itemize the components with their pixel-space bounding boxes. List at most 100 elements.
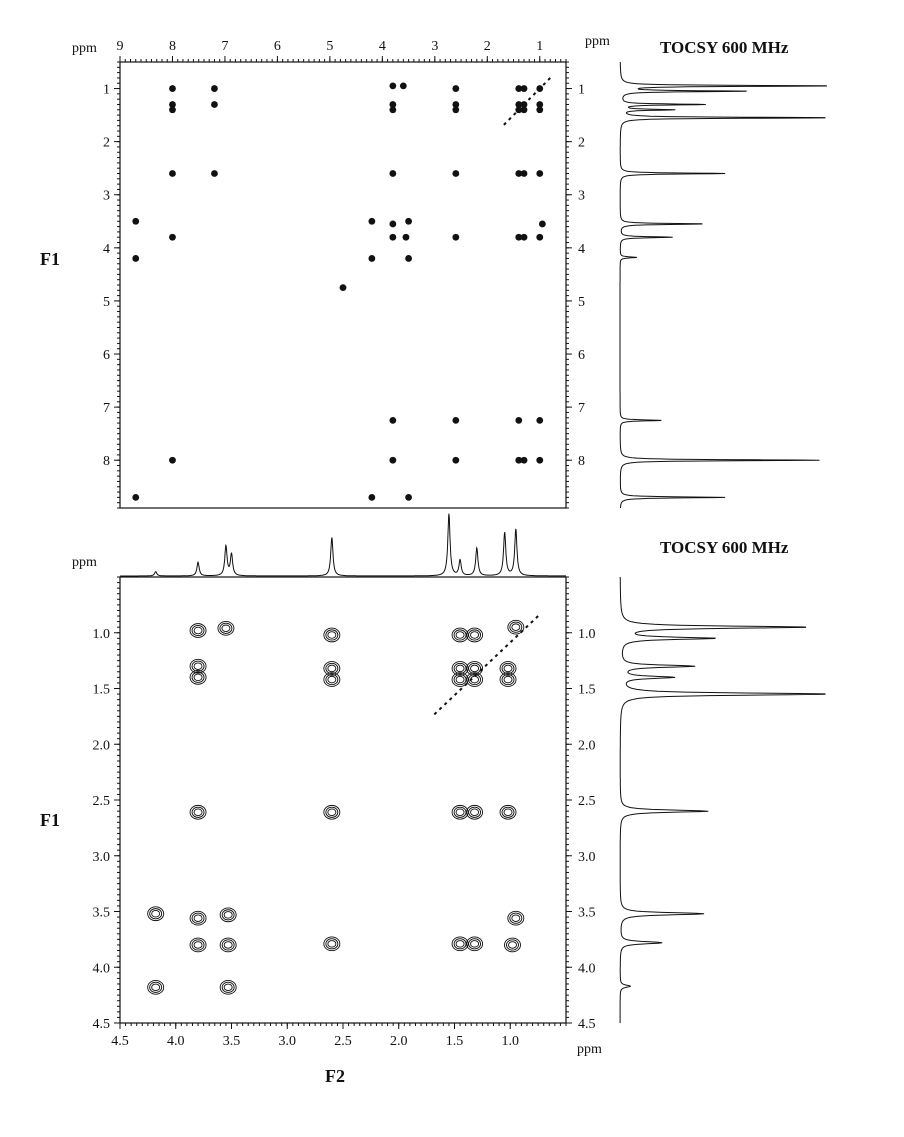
cross-peak (503, 675, 513, 684)
cross-peak (536, 233, 544, 241)
y-tick-label-left: 2 (103, 136, 110, 151)
x-tick-label: 2 (484, 39, 491, 54)
bottom-title: TOCSY 600 MHz (660, 538, 789, 557)
cross-peak (132, 493, 140, 501)
x-tick-label: 8 (169, 39, 176, 54)
bottom-cross-peaks (147, 615, 539, 995)
x-tick-label: 2.0 (390, 1034, 408, 1049)
top-cross-peaks (132, 77, 551, 501)
bottom-f2-projection (120, 513, 566, 577)
cross-peak (325, 806, 339, 818)
cross-peak (389, 101, 397, 108)
x-tick-label: 3.5 (223, 1034, 241, 1049)
cross-peak (189, 804, 207, 820)
x-tick-label: 6 (274, 39, 281, 54)
cross-peak (468, 806, 482, 818)
cross-peak (325, 674, 339, 686)
cross-peak (132, 255, 140, 262)
cross-peak (221, 939, 235, 951)
x-tick-label: 3 (431, 39, 438, 54)
x-tick-label: 4.5 (111, 1034, 129, 1049)
cross-peak (520, 101, 528, 108)
bottom-y-ticks: 1.0 1.0 1.5 1.5 2.0 2.0 2.5 2.5 3.0 3.0 3.5 3.5 4.0 4… (93, 576, 596, 1032)
cross-peak (189, 937, 207, 953)
y-tick-label-right: 3 (578, 189, 585, 204)
cross-peak (468, 662, 482, 674)
cross-peak (389, 170, 397, 177)
cross-peak (151, 983, 161, 992)
cross-peak (323, 936, 341, 952)
cross-peak (327, 808, 337, 817)
cross-peak (515, 233, 523, 241)
y-tick-label-right: 3.0 (578, 850, 596, 865)
bottom-x-unit-label: ppm (577, 1042, 602, 1057)
cross-peak (453, 674, 467, 686)
cross-peak (508, 941, 517, 949)
cross-peak (323, 627, 341, 643)
y-tick-label-right: 2 (578, 136, 585, 151)
cross-peak (325, 629, 339, 641)
cross-peak (389, 233, 397, 241)
cross-peak (193, 808, 203, 817)
cross-peak (327, 675, 337, 684)
cross-peak (325, 938, 339, 950)
cross-peak (503, 664, 513, 673)
cross-peak (189, 910, 207, 926)
cross-peak (169, 85, 176, 92)
cross-peak (466, 627, 484, 643)
cross-peak (520, 456, 528, 464)
cross-peak (455, 808, 465, 817)
cross-peak (455, 675, 465, 684)
cross-peak (399, 82, 407, 90)
diagonal-trace (431, 615, 539, 718)
cross-peak (499, 672, 517, 687)
diagonal-trace (502, 77, 551, 127)
cross-peak (221, 624, 231, 633)
cross-peak (189, 658, 207, 674)
cross-peak (466, 672, 484, 687)
cross-peak (219, 979, 237, 995)
cross-peak (405, 255, 412, 262)
cross-peak (452, 170, 460, 177)
cross-peak (455, 631, 465, 639)
cross-peak (515, 106, 523, 114)
y-tick-label-left: 4.0 (93, 961, 111, 976)
cross-peak (191, 660, 205, 672)
cross-peak (468, 674, 482, 686)
y-tick-label-left: 1 (103, 83, 110, 98)
x-tick-label: 1.0 (502, 1034, 520, 1049)
cross-peak (466, 936, 484, 952)
cross-peak (219, 907, 237, 923)
cross-peak (452, 233, 460, 241)
cross-peak (191, 912, 205, 924)
cross-peak (193, 662, 203, 670)
cross-peak (389, 106, 397, 114)
cross-peak (455, 664, 465, 673)
cross-peak (149, 908, 163, 920)
top-x-unit-label: ppm (72, 41, 97, 56)
cross-peak (536, 85, 544, 92)
cross-peak (453, 806, 467, 818)
y-tick-label-left: 8 (103, 454, 110, 469)
x-tick-label: 9 (117, 39, 124, 54)
cross-peak (452, 85, 460, 92)
bottom-plot-frame (119, 576, 567, 1024)
cross-peak (189, 623, 207, 638)
y-tick-label-left: 7 (103, 401, 110, 416)
cross-peak (325, 662, 339, 674)
cross-peak (501, 674, 515, 686)
y-tick-label-left: 2.5 (93, 794, 111, 809)
y-tick-label-left: 4 (103, 242, 110, 257)
cross-peak (451, 804, 469, 820)
x-tick-label: 5 (326, 39, 333, 54)
cross-peak (509, 621, 523, 633)
y-tick-label-right: 2.5 (578, 794, 596, 809)
y-tick-label-left: 3.0 (93, 850, 111, 865)
cross-peak (191, 939, 205, 951)
y-tick-label-right: 4.5 (578, 1017, 596, 1032)
cross-peak (147, 906, 165, 922)
cross-peak (515, 416, 523, 424)
bottom-f2-label: F2 (325, 1066, 345, 1086)
cross-peak (323, 661, 341, 676)
cross-peak (327, 940, 337, 948)
